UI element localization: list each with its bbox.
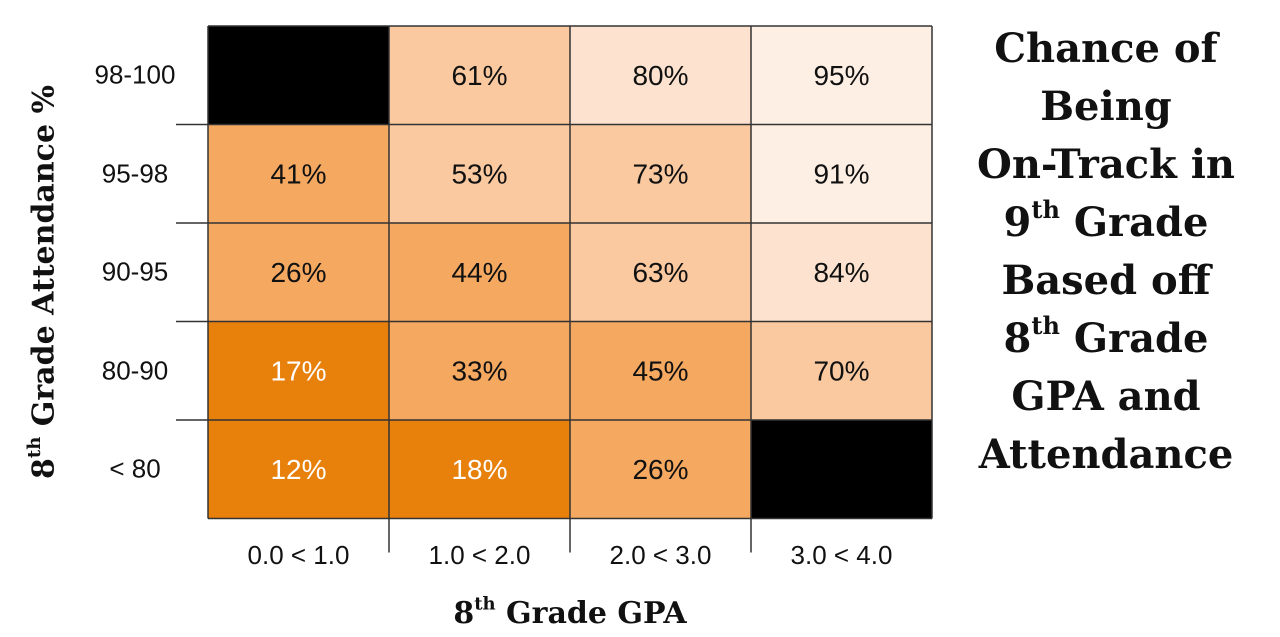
cell-value-label: 73%: [632, 158, 688, 189]
heatmap-cell: [389, 124, 570, 223]
heatmap-cell: [389, 26, 570, 125]
heatmap-cell: [389, 321, 570, 420]
y-tick-label: 90-95: [101, 256, 169, 287]
cell-value-label: 18%: [451, 454, 507, 485]
cell-value-label: 12%: [270, 454, 326, 485]
heatmap-cell: [751, 223, 932, 322]
x-axis-title: 8th Grade GPA: [453, 593, 687, 631]
y-tick-label: 95-98: [101, 158, 169, 189]
heatmap-cell: [208, 223, 389, 322]
cell-value-label: 26%: [270, 257, 326, 288]
x-tick-label: 2.0 < 3.0: [609, 540, 712, 570]
heatmap-cell: [570, 26, 751, 125]
cell-value-label: 95%: [813, 60, 869, 91]
heatmap-cell: [389, 420, 570, 519]
y-tick-label: 80-90: [101, 355, 169, 386]
heatmap-cell: [751, 321, 932, 420]
heatmap-cell: [570, 124, 751, 223]
heatmap-cell: [208, 124, 389, 223]
title-line: On-Track in: [976, 141, 1236, 188]
title-line: Being: [1040, 83, 1172, 130]
heatmap-cell-empty: [751, 420, 932, 519]
heatmap-cell: [751, 124, 932, 223]
y-tick-label: 98-100: [94, 59, 176, 90]
title-line: Attendance: [978, 431, 1234, 478]
y-axis-title: 8th Grade Attendance %: [24, 85, 62, 479]
title-line: GPA and: [1011, 373, 1201, 420]
title-line: Based off: [1001, 257, 1211, 304]
cell-value-label: 61%: [451, 60, 507, 91]
cell-value-label: 91%: [813, 158, 869, 189]
cell-value-label: 53%: [451, 158, 507, 189]
heatmap-cell: [570, 321, 751, 420]
cell-value-label: 41%: [270, 158, 326, 189]
cell-value-label: 17%: [270, 355, 326, 386]
cell-value-label: 80%: [632, 60, 688, 91]
heatmap-cell: [570, 223, 751, 322]
heatmap-cell: [570, 420, 751, 519]
heatmap-cell: [751, 26, 932, 125]
cell-value-label: 33%: [451, 355, 507, 386]
heatmap-cell: [208, 420, 389, 519]
cell-value-label: 70%: [813, 355, 869, 386]
x-tick-label: 1.0 < 2.0: [428, 540, 531, 570]
cell-value-label: 45%: [632, 355, 688, 386]
heatmap-cell: [389, 223, 570, 322]
x-tick-label: 3.0 < 4.0: [790, 540, 893, 570]
cell-value-label: 26%: [632, 454, 688, 485]
title-line: 8th Grade: [1003, 311, 1209, 363]
heatmap-cell: [208, 321, 389, 420]
cell-value-label: 63%: [632, 257, 688, 288]
x-tick-label: 0.0 < 1.0: [247, 540, 350, 570]
chart-title: Chance of Being On-Track in 9th Grade Ba…: [936, 20, 1276, 484]
cell-value-label: 84%: [813, 257, 869, 288]
heatmap-cell-empty: [208, 26, 389, 125]
y-tick-label: < 80: [109, 453, 161, 484]
title-line: Chance of: [994, 25, 1218, 72]
title-line: 9th Grade: [1003, 195, 1209, 247]
cell-value-label: 44%: [451, 257, 507, 288]
